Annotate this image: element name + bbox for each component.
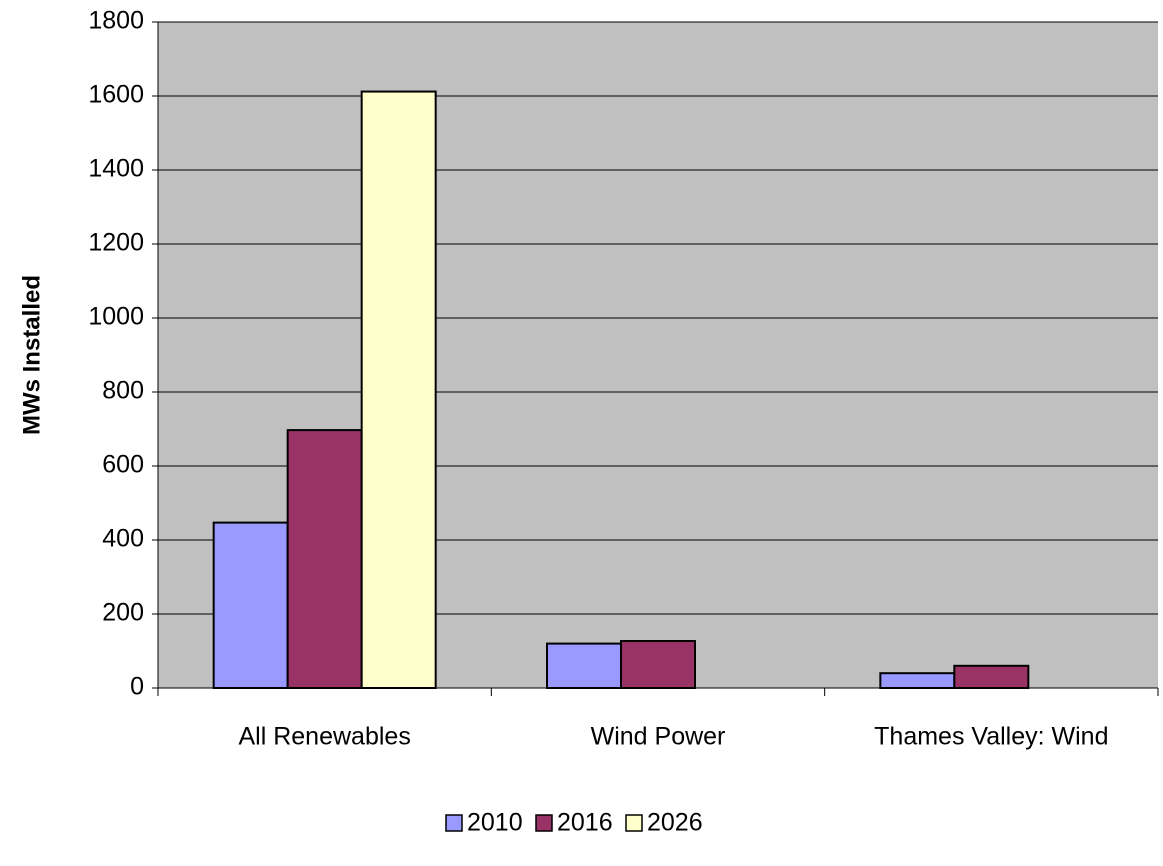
y-tick-label: 800 <box>102 377 144 405</box>
legend-label: 2026 <box>647 809 703 837</box>
y-tick-label: 1200 <box>88 229 144 257</box>
y-tick-label: 1400 <box>88 155 144 183</box>
y-tick-label: 600 <box>102 451 144 479</box>
legend-swatch <box>445 814 463 832</box>
bar <box>620 640 696 690</box>
y-tick-label: 1600 <box>88 81 144 109</box>
legend-label: 2016 <box>557 809 613 837</box>
bar <box>212 521 289 689</box>
y-tick-label: 400 <box>102 525 144 553</box>
bar <box>360 90 437 689</box>
y-tick-label: 200 <box>102 599 144 627</box>
bar <box>546 642 622 689</box>
y-tick-label: 1800 <box>88 7 144 35</box>
x-tick-label: All Renewables <box>239 723 411 751</box>
bar <box>953 664 1030 689</box>
bar <box>879 672 956 690</box>
x-tick-label: Wind Power <box>591 723 726 751</box>
y-axis-title: MWs Installed <box>18 275 45 435</box>
y-tick-label: 0 <box>130 673 144 701</box>
legend-swatch <box>625 814 643 832</box>
legend-label: 2010 <box>467 809 523 837</box>
legend-swatch <box>535 814 553 832</box>
y-tick-label: 1000 <box>88 303 144 331</box>
x-tick-label: Thames Valley: Wind <box>874 723 1108 751</box>
bar <box>286 429 363 689</box>
